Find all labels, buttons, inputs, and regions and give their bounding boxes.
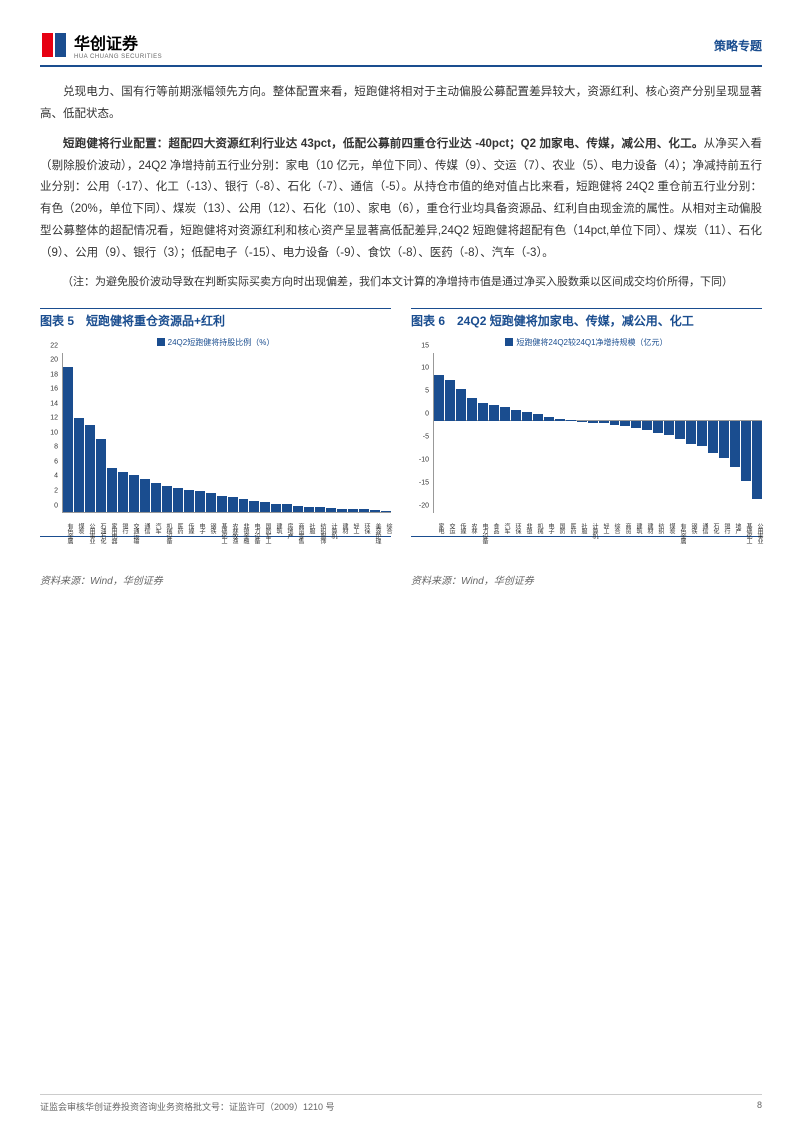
chart-5-xlabels: 有色金属煤炭公用事业石油石化家用电器银行交通运输通信汽车机械设备医药传媒电子钢铁… [62, 523, 391, 543]
chart-5-bar [162, 486, 172, 511]
chart-6-legend: 短跑健将24Q2较24Q1净增持规模（亿元） [411, 337, 762, 348]
chart-5-bar [151, 483, 161, 512]
page-header: 华创证券 HUA CHUANG SECURITIES 策略专题 [40, 30, 762, 67]
chart-6-bar [500, 407, 510, 421]
logo-cn: 华创证券 [74, 30, 162, 54]
chart-5-bar [359, 509, 369, 511]
chart-6-bar [675, 421, 685, 439]
chart-6-title: 图表 6 24Q2 短跑健将加家电、传媒，减公用、化工 [411, 308, 762, 329]
chart-6-bar [434, 375, 444, 421]
chart-5-legend-text: 24Q2短跑健将持股比例（%） [168, 338, 275, 347]
chart-5-bar [370, 510, 380, 511]
chart-5-bar [74, 418, 84, 512]
chart-5-bar [173, 488, 183, 511]
chart-5-bar [348, 509, 358, 511]
chart-6-bar [642, 421, 652, 430]
chart-5-yaxis: 0246810121416182022 [40, 353, 60, 513]
chart-5-block: 图表 5 短跑健将重仓资源品+红利 24Q2短跑健将持股比例（%） 024681… [40, 308, 391, 587]
page-container: 华创证券 HUA CHUANG SECURITIES 策略专题 兑现电力、国有行… [0, 0, 802, 1133]
chart-5-bar [315, 507, 325, 511]
chart-5-bar [184, 490, 194, 512]
chart-6-bar [467, 398, 477, 421]
chart-5-bar [129, 475, 139, 511]
chart-6-bar [522, 412, 532, 421]
chart-5-bar [249, 501, 259, 512]
chart-6-bar [719, 421, 729, 458]
logo-en: HUA CHUANG SECURITIES [74, 54, 162, 60]
header-category: 策略专题 [714, 37, 762, 54]
chart-5-bar [63, 367, 73, 512]
chart-6-plot: -20-15-10-5051015 家电交运传媒农林电力设备食品汽车环保非银机械… [411, 353, 762, 513]
chart-5-bar [239, 499, 249, 512]
chart-6-bar-container [434, 353, 762, 513]
chart-6-bar [588, 421, 598, 422]
page-footer: 证监会审核华创证券投资咨询业务资格批文号：证监许可（2009）1210 号 8 [40, 1094, 762, 1113]
legend-box-icon [157, 338, 165, 346]
chart-6-yaxis: -20-15-10-5051015 [411, 353, 431, 513]
chart-5-bar [195, 491, 205, 511]
chart-5-bar [293, 506, 303, 512]
chart-5-bar [326, 508, 336, 512]
chart-6-bar [544, 417, 554, 422]
chart-5-bar [271, 504, 281, 512]
paragraph-2-bold: 短跑健将行业配置：超配四大资源红利行业达 43pct，低配公募前四重仓行业达 -… [63, 138, 704, 150]
chart-6-bar [730, 421, 740, 467]
charts-row: 图表 5 短跑健将重仓资源品+红利 24Q2短跑健将持股比例（%） 024681… [40, 308, 762, 587]
paragraph-2-rest: 从净买入看（剔除股价波动），24Q2 净增持前五行业分别：家电（10 亿元，单位… [40, 138, 762, 259]
chart-6-bar [664, 421, 674, 435]
chart-6-bar [533, 414, 543, 421]
footer-page-number: 8 [757, 1100, 762, 1113]
chart-5-bar [107, 468, 117, 511]
logo-text: 华创证券 HUA CHUANG SECURITIES [74, 30, 162, 60]
chart-6-bar [686, 421, 696, 444]
paragraph-1: 兑现电力、国有行等前期涨幅领先方向。整体配置来看，短跑健将相对于主动偏股公募配置… [40, 82, 762, 126]
chart-5-bar [282, 504, 292, 511]
footer-left: 证监会审核华创证券投资咨询业务资格批文号：证监许可（2009）1210 号 [40, 1100, 335, 1113]
chart-6-area: 短跑健将24Q2较24Q1净增持规模（亿元） -20-15-10-5051015… [411, 337, 762, 537]
chart-5-title: 图表 5 短跑健将重仓资源品+红利 [40, 308, 391, 329]
logo: 华创证券 HUA CHUANG SECURITIES [40, 30, 162, 60]
chart-5-bar [85, 425, 95, 512]
chart-5-bar [260, 502, 270, 511]
chart-6-bar [697, 421, 707, 446]
chart-6-bar [555, 419, 565, 421]
chart-5-bar [228, 497, 238, 511]
chart-6-bar [741, 421, 751, 480]
chart-5-bar [304, 507, 314, 512]
chart-6-bar [752, 421, 762, 499]
chart-5-bar [118, 472, 128, 512]
chart-5-bars [62, 353, 391, 513]
chart-6-bars [433, 353, 762, 513]
chart-5-bar [140, 479, 150, 512]
chart-5-bar [206, 493, 216, 511]
chart-6-legend-text: 短跑健将24Q2较24Q1净增持规模（亿元） [516, 338, 667, 347]
legend-box-icon [505, 338, 513, 346]
chart-6-bar [511, 410, 521, 421]
chart-5-plot: 0246810121416182022 有色金属煤炭公用事业石油石化家用电器银行… [40, 353, 391, 513]
chart-6-bar [566, 420, 576, 421]
chart-6-bar [456, 389, 466, 421]
chart-6-bar [445, 380, 455, 421]
chart-6-block: 图表 6 24Q2 短跑健将加家电、传媒，减公用、化工 短跑健将24Q2较24Q… [411, 308, 762, 587]
chart-5-bar [217, 496, 227, 512]
chart-6-bar [599, 421, 609, 423]
logo-icon [40, 31, 68, 59]
chart-6-bar [708, 421, 718, 453]
chart-6-bar [631, 421, 641, 428]
chart-6-source: 资料来源：Wind，华创证券 [411, 572, 762, 587]
chart-6-bar [653, 421, 663, 432]
chart-5-bar [96, 439, 106, 511]
chart-6-bar [610, 421, 620, 425]
chart-6-bar [478, 403, 488, 421]
chart-5-bar [381, 511, 391, 512]
chart-5-bar [337, 509, 347, 512]
chart-5-area: 24Q2短跑健将持股比例（%） 0246810121416182022 有色金属… [40, 337, 391, 537]
chart-6-bar [620, 421, 630, 426]
paragraph-2: 短跑健将行业配置：超配四大资源红利行业达 43pct，低配公募前四重仓行业达 -… [40, 134, 762, 265]
note-paragraph: （注：为避免股价波动导致在判断实际买卖方向时出现偏差，我们本文计算的净增持市值是… [40, 273, 762, 293]
chart-6-bar [489, 405, 499, 421]
chart-5-source: 资料来源：Wind，华创证券 [40, 572, 391, 587]
chart-6-xlabels: 家电交运传媒农林电力设备食品汽车环保非银机械电子国防医药社服计算机轻工综合商贸建… [433, 523, 762, 543]
chart-5-legend: 24Q2短跑健将持股比例（%） [40, 337, 391, 348]
